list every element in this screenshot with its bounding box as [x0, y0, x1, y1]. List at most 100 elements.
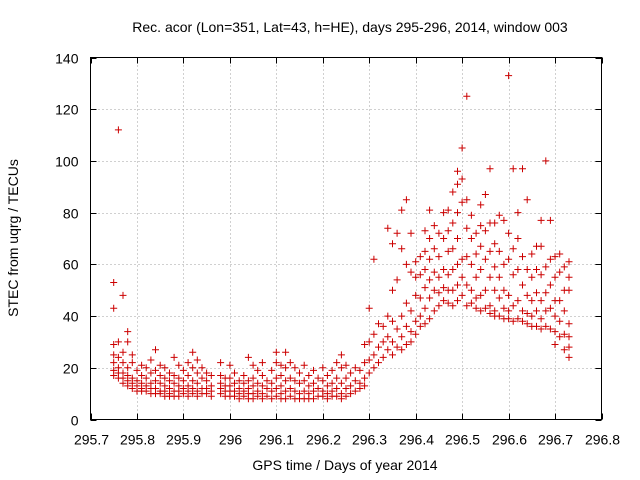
data-point — [565, 333, 573, 341]
data-point — [421, 284, 429, 292]
data-point — [454, 260, 461, 268]
data-point — [449, 286, 457, 294]
data-point — [491, 219, 499, 227]
data-point — [551, 341, 559, 348]
data-point — [565, 273, 573, 281]
data-point — [523, 291, 531, 299]
data-point — [560, 330, 568, 338]
data-point — [379, 322, 387, 330]
data-point — [551, 253, 559, 261]
data-point — [435, 229, 443, 237]
data-point — [370, 255, 378, 263]
data-point — [300, 387, 308, 395]
data-point — [449, 245, 457, 253]
data-point — [305, 382, 313, 390]
data-point — [263, 392, 271, 400]
data-point — [463, 92, 471, 100]
data-point — [402, 196, 410, 204]
data-point — [300, 361, 308, 369]
data-point — [477, 266, 485, 273]
data-point — [379, 338, 387, 346]
data-point — [467, 286, 475, 294]
data-point — [537, 315, 545, 323]
data-point — [389, 338, 396, 346]
data-point — [454, 281, 461, 289]
data-point — [556, 333, 564, 341]
data-point — [240, 379, 248, 387]
data-point — [421, 320, 429, 328]
data-point — [193, 379, 201, 387]
data-point — [226, 374, 234, 382]
data-point — [537, 216, 545, 224]
data-point — [384, 346, 392, 354]
data-point — [124, 382, 132, 390]
x-tick-label: 296.5 — [445, 432, 480, 448]
data-point — [179, 390, 187, 398]
data-point — [231, 379, 238, 387]
data-point — [556, 268, 564, 276]
data-point — [198, 374, 206, 382]
data-point — [551, 312, 559, 320]
data-point — [500, 216, 508, 224]
y-tick-label: 140 — [55, 51, 79, 67]
data-point — [509, 271, 517, 279]
data-point — [565, 343, 573, 351]
data-point — [203, 369, 211, 377]
data-point — [347, 382, 355, 390]
data-point — [142, 387, 150, 395]
data-point — [477, 242, 485, 250]
data-point — [110, 351, 118, 359]
x-tick-label: 296.8 — [585, 432, 620, 448]
data-point — [467, 260, 475, 268]
data-point — [551, 273, 559, 281]
data-point — [235, 395, 243, 403]
data-point — [207, 372, 215, 379]
data-point — [426, 235, 434, 242]
data-point — [361, 341, 369, 348]
data-point — [402, 341, 410, 348]
data-point — [435, 253, 443, 261]
data-point — [546, 216, 554, 224]
data-point — [412, 273, 420, 281]
data-point — [430, 307, 438, 315]
data-point — [333, 392, 341, 400]
data-point — [509, 317, 517, 325]
data-point — [495, 294, 503, 302]
data-point — [546, 304, 554, 312]
data-point — [319, 392, 327, 400]
data-point — [310, 366, 317, 374]
data-point — [523, 310, 531, 317]
data-point — [156, 361, 164, 369]
data-point — [537, 242, 545, 250]
data-point — [240, 392, 248, 400]
data-point — [258, 395, 266, 403]
x-tick-label: 296 — [219, 432, 243, 448]
data-point — [282, 377, 290, 385]
data-point — [268, 395, 276, 403]
data-point — [124, 338, 132, 346]
data-point — [384, 333, 392, 341]
data-point — [505, 72, 513, 80]
data-point — [430, 268, 438, 276]
data-point — [454, 180, 461, 188]
data-point — [389, 351, 396, 359]
data-point — [231, 392, 238, 400]
data-point — [240, 372, 248, 379]
data-point — [565, 320, 573, 328]
data-point — [277, 361, 285, 369]
data-point — [207, 392, 215, 400]
data-point — [519, 281, 526, 289]
data-point — [505, 229, 513, 237]
y-axis-title: STEC from uqrg / TECUs — [5, 159, 21, 317]
data-point — [226, 361, 234, 369]
data-point — [449, 219, 457, 227]
data-point — [435, 289, 443, 297]
data-point — [189, 348, 197, 356]
data-point — [119, 348, 127, 356]
data-point — [193, 356, 201, 364]
data-point — [356, 385, 364, 392]
data-point — [351, 364, 359, 372]
y-tick-labels: 0 20 40 60 80 100 120 140 — [55, 51, 79, 429]
data-point — [472, 304, 480, 312]
data-point — [481, 191, 489, 198]
